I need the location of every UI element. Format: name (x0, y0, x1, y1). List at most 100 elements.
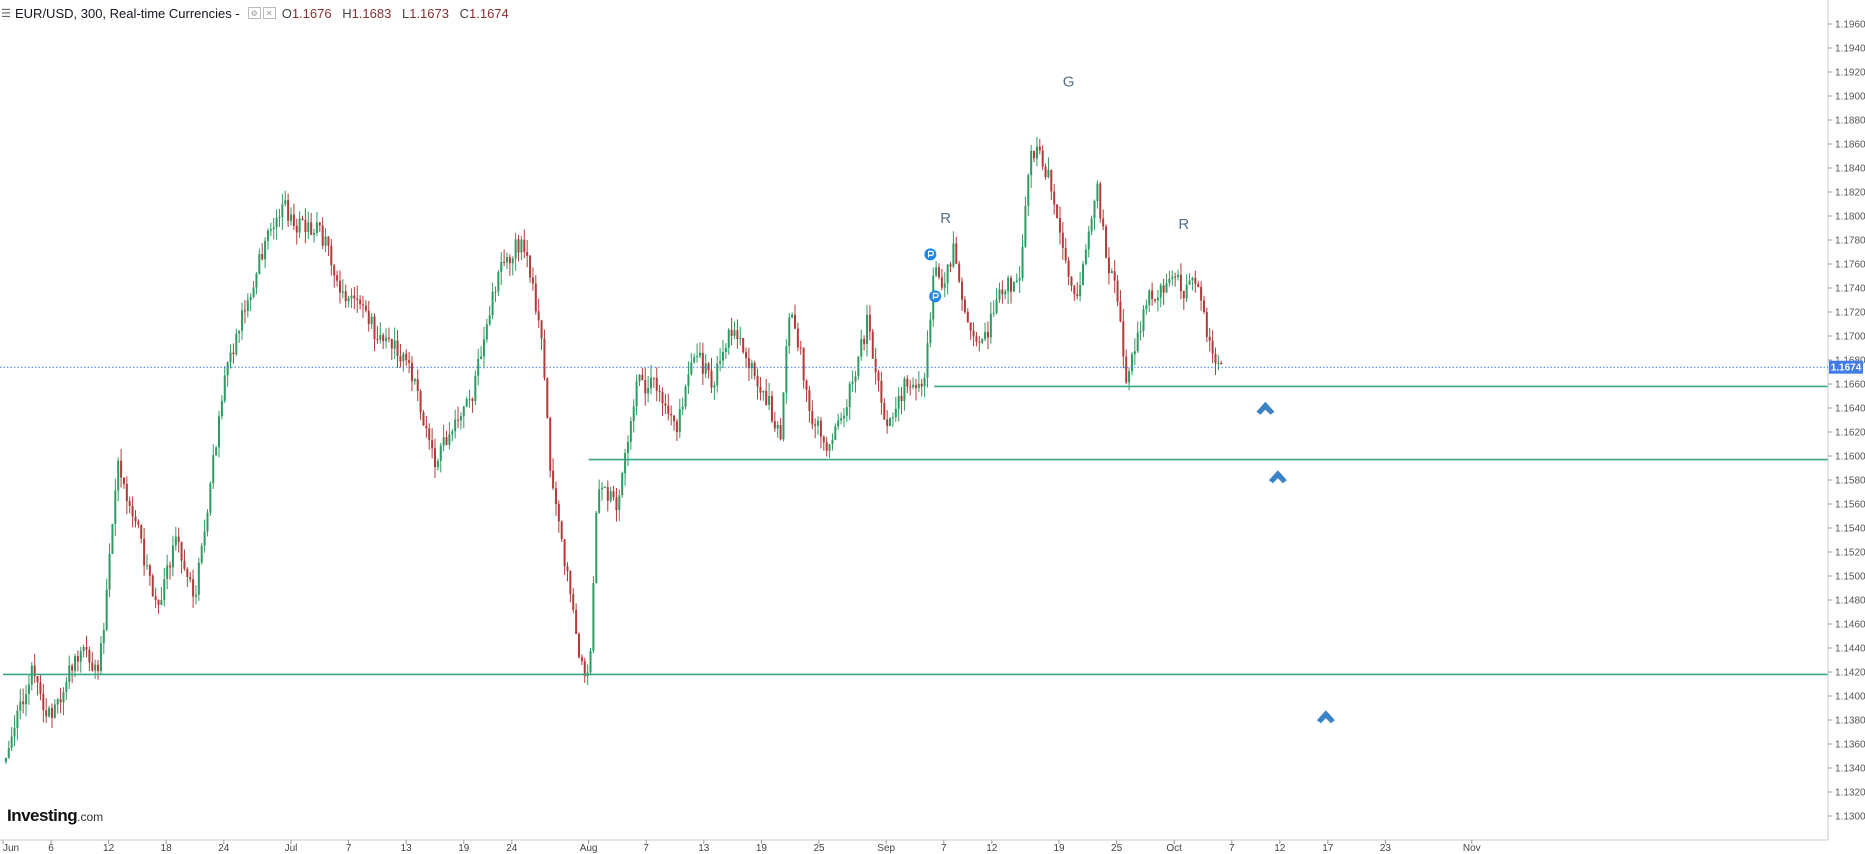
candle-body (50, 708, 53, 718)
candle-body (16, 710, 19, 729)
candle-body (192, 579, 195, 597)
candle-body (278, 216, 281, 218)
time-tick-label: 17 (1322, 843, 1334, 854)
pin-marker-icon[interactable] (924, 248, 937, 261)
candle-body (218, 416, 220, 448)
candle-body (405, 353, 408, 361)
candle-body (1162, 285, 1165, 293)
candle-body (120, 460, 123, 478)
candle-body (995, 299, 998, 313)
candle-body (94, 664, 97, 671)
candle-body (1220, 362, 1223, 365)
candle-body (1096, 183, 1099, 201)
candle-body (796, 328, 799, 348)
candle-body (500, 261, 503, 273)
time-tick-label: 12 (986, 843, 998, 854)
time-tick-label: 25 (813, 843, 825, 854)
candle-body (457, 419, 460, 421)
candle-body (802, 347, 805, 381)
price-tick-label: 1.1560 (1835, 500, 1865, 511)
candle-body (1110, 271, 1113, 274)
symbol-title[interactable]: EUR/USD, 300, Real-time Currencies - (15, 5, 240, 21)
candle-body (166, 565, 169, 579)
candle-body (223, 375, 226, 401)
candle-body (1090, 218, 1093, 232)
candle-body (315, 222, 318, 233)
candle-body (451, 431, 454, 435)
candle-body (785, 346, 788, 393)
time-tick-label: 18 (161, 843, 173, 854)
candle-body (923, 377, 926, 387)
time-tick-label: 24 (506, 843, 518, 854)
candle-body (543, 338, 546, 378)
close-icon[interactable]: ✕ (262, 7, 276, 19)
candle-body (497, 272, 500, 292)
candle-body (122, 477, 125, 484)
candle-body (1142, 309, 1145, 332)
candle-body (1116, 280, 1119, 302)
candle-body (468, 398, 471, 400)
candle-body (74, 656, 76, 671)
candle-body (1105, 226, 1108, 258)
candle-body (791, 314, 794, 318)
candle-body (1171, 276, 1174, 279)
close-value: 1.1674 (469, 5, 509, 21)
candle-body (281, 204, 284, 217)
candle-body (209, 483, 212, 513)
candle-body (324, 236, 327, 246)
candle-body (82, 647, 85, 652)
candle-body (402, 353, 405, 362)
time-tick-label: 24 (218, 843, 230, 854)
candle-body (1205, 311, 1208, 337)
candle-body (880, 380, 883, 403)
price-tick-label: 1.1760 (1835, 260, 1865, 271)
candle-body (111, 523, 114, 555)
candle-body (1084, 249, 1087, 265)
price-tick-label: 1.1300 (1835, 812, 1865, 823)
candle-body (220, 400, 223, 417)
candle-body (232, 352, 235, 355)
candle-body (598, 489, 601, 513)
candle-body (871, 331, 874, 359)
candle-body (169, 565, 172, 568)
price-tick-label: 1.1940 (1835, 44, 1865, 55)
candle-body (626, 441, 629, 454)
candle-body (143, 538, 146, 566)
chart-legend: ☰ EUR/USD, 300, Real-time Currencies - ⚙… (0, 4, 516, 22)
candle-body (114, 490, 117, 524)
pin-marker-icon[interactable] (929, 290, 942, 303)
candle-body (491, 291, 494, 316)
candle-body (1174, 276, 1177, 278)
candle-body (972, 330, 975, 337)
candle-body (370, 316, 373, 325)
time-tick-label: 12 (103, 843, 115, 854)
candle-body (62, 691, 65, 703)
candle-body (615, 497, 618, 511)
candle-body (1018, 278, 1021, 281)
candle-body (91, 662, 94, 671)
price-tick-label: 1.1720 (1835, 308, 1865, 319)
settings-icon[interactable]: ⚙ (247, 7, 261, 19)
up-arrow-icon (1256, 401, 1275, 415)
time-tick-label: 6 (48, 843, 54, 854)
time-axis[interactable]: Jun 6 12 18 24 Jul 7 13 19 24 Aug 7 13 19 25 Sep 7 12 19 25… (0, 839, 1828, 854)
low-value: 1.1673 (409, 5, 449, 21)
candle-body (1188, 280, 1191, 285)
candle-body (727, 329, 730, 348)
time-tick-label: 7 (346, 843, 352, 854)
candle-body (269, 229, 272, 231)
candle-body (768, 395, 771, 405)
candle-body (258, 254, 261, 274)
candle-body (794, 314, 796, 329)
candle-body (1033, 150, 1036, 159)
candle-body (704, 363, 707, 374)
candle-body (189, 576, 192, 580)
current-price-tag[interactable] (1829, 360, 1863, 374)
candle-body (969, 322, 972, 331)
legend-menu-icon[interactable]: ☰ (1, 7, 11, 20)
candle-body (782, 392, 785, 440)
candle-body (842, 415, 845, 419)
candle-body (399, 355, 402, 362)
